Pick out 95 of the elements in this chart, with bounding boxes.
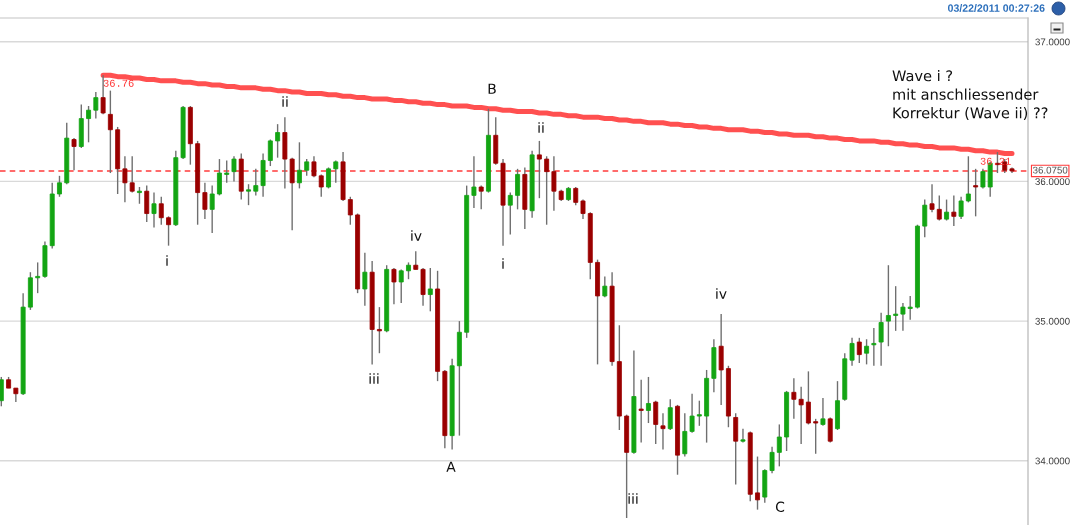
candlestick — [129, 155, 135, 194]
candlestick — [275, 123, 281, 159]
candlestick — [166, 215, 171, 247]
candlestick — [929, 183, 935, 213]
candlestick — [107, 89, 113, 174]
candlestick — [151, 191, 157, 229]
candlestick — [820, 397, 826, 427]
y-tick-label: 36.0000 — [1035, 178, 1070, 186]
annotation: 36.76 — [103, 79, 134, 87]
candlestick — [638, 379, 644, 444]
candlestick — [231, 155, 237, 183]
y-tick-label: 35.0000 — [1035, 317, 1070, 325]
candlestick — [93, 91, 99, 120]
candlestick — [660, 412, 666, 451]
candlestick — [347, 196, 353, 226]
annotation: B — [488, 83, 496, 94]
candlestick — [311, 155, 317, 178]
annotation: iii — [628, 493, 638, 504]
annotation: C — [775, 501, 785, 513]
candlestick — [100, 74, 106, 116]
candlestick — [885, 264, 891, 347]
candlestick — [86, 105, 92, 144]
candlestick — [0, 376, 4, 407]
candlestick — [224, 159, 230, 184]
candlestick — [951, 194, 957, 227]
candlestick — [682, 412, 688, 458]
candlestick — [296, 141, 302, 190]
annotation: Wave i ? mit anschliessender Korrektur (Wave ii) ?? — [892, 70, 1048, 121]
candlestick — [653, 399, 659, 445]
candlestick — [398, 268, 404, 304]
candlestick — [965, 155, 971, 204]
candlestick — [849, 337, 855, 367]
y-tick-label: 34.0000 — [1035, 457, 1070, 465]
candlestick — [267, 138, 273, 167]
candlestick — [515, 168, 521, 211]
candlestick — [864, 338, 870, 366]
annotation: iii — [369, 373, 379, 384]
candlestick — [544, 155, 550, 226]
candlestick — [856, 337, 862, 364]
candlestick — [318, 173, 324, 198]
candlestick — [813, 418, 819, 455]
candlestick — [944, 198, 950, 222]
annotation: iv — [411, 230, 422, 241]
candlestick — [362, 251, 368, 307]
candlestick — [878, 312, 884, 367]
candlestick — [718, 313, 724, 406]
annotation: i — [502, 258, 504, 269]
candlestick — [122, 155, 128, 204]
annotation: iv — [716, 288, 727, 299]
annotation: A — [446, 461, 456, 472]
candlestick — [216, 158, 222, 197]
candlestick — [689, 393, 695, 434]
candlestick — [667, 398, 673, 431]
annotation: i — [166, 255, 168, 266]
candlestick — [755, 455, 760, 511]
candlestick — [900, 302, 906, 332]
candlestick — [696, 399, 702, 427]
candlestick — [144, 184, 150, 223]
candlestick — [427, 267, 433, 313]
candlestick — [922, 198, 928, 238]
candlestick — [958, 196, 964, 220]
candlestick — [827, 416, 833, 444]
candlestick — [57, 175, 62, 198]
candlestick — [202, 182, 208, 220]
candlestick — [391, 267, 397, 306]
candlestick — [536, 140, 542, 199]
candlestick — [907, 295, 913, 321]
candlestick — [645, 376, 651, 424]
candlestick — [253, 168, 259, 197]
candlestick — [471, 155, 477, 209]
candlestick — [551, 155, 557, 212]
candlestick — [376, 306, 382, 354]
candlestick — [209, 184, 215, 234]
text: 03/22/2011 00:27:26 — [947, 4, 1045, 12]
candlestick — [740, 427, 746, 444]
candlestick — [71, 137, 77, 171]
ref-line-label: 36.0750 — [1033, 166, 1068, 174]
candlestick — [573, 186, 579, 206]
annotation: ii — [282, 96, 288, 107]
candlestick — [246, 183, 251, 206]
candlestick — [158, 196, 164, 226]
candlestick — [333, 159, 339, 184]
candlestick — [413, 250, 419, 271]
annotation: ii — [538, 122, 544, 133]
candlestick — [893, 285, 899, 332]
candlestick — [35, 261, 41, 294]
candlestick — [871, 327, 877, 367]
candlestick — [507, 191, 513, 236]
candlestick — [769, 446, 775, 475]
candlestick — [805, 370, 811, 426]
candlestick — [733, 412, 739, 486]
y-tick-label: 37.0000 — [1035, 38, 1070, 46]
candlestick — [936, 194, 942, 222]
candlestick — [973, 168, 979, 218]
candlestick — [776, 423, 782, 468]
